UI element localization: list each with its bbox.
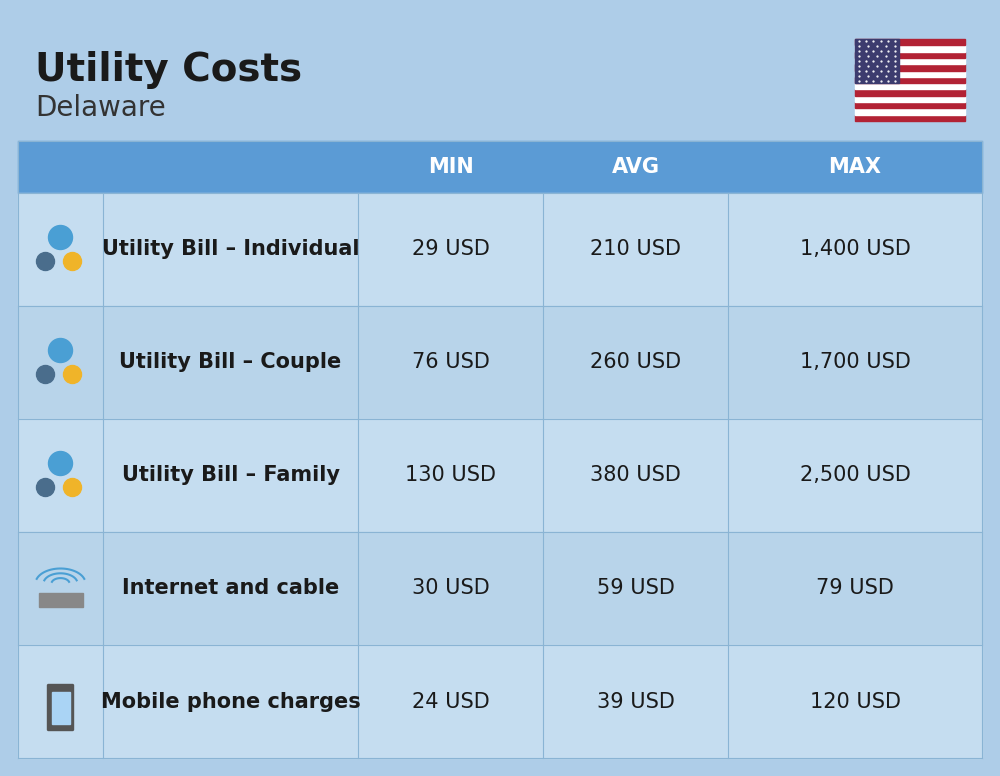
Circle shape	[36, 365, 54, 383]
Bar	[18, 141, 358, 193]
Circle shape	[48, 338, 72, 362]
Bar	[855, 102, 965, 109]
Text: 59 USD: 59 USD	[597, 578, 674, 598]
Text: 30 USD: 30 USD	[412, 578, 489, 598]
Text: 380 USD: 380 USD	[590, 466, 681, 486]
Bar	[855, 39, 899, 83]
Bar	[855, 95, 965, 102]
Bar	[855, 58, 965, 64]
Text: 76 USD: 76 USD	[412, 352, 489, 372]
Bar	[38, 593, 82, 607]
Text: MAX: MAX	[829, 157, 882, 177]
Circle shape	[36, 479, 54, 497]
Bar	[855, 71, 965, 77]
Text: Utility Bill – Individual: Utility Bill – Individual	[102, 240, 359, 259]
Bar	[855, 45, 965, 52]
Text: MIN: MIN	[428, 157, 473, 177]
Circle shape	[64, 252, 82, 271]
Text: Internet and cable: Internet and cable	[122, 578, 339, 598]
Bar	[543, 141, 728, 193]
Bar	[855, 83, 965, 89]
Text: 120 USD: 120 USD	[810, 691, 901, 712]
Bar	[855, 77, 965, 83]
Bar	[18, 645, 982, 758]
Bar	[855, 109, 965, 115]
Bar	[358, 141, 543, 193]
Bar	[52, 691, 70, 723]
Text: 79 USD: 79 USD	[816, 578, 894, 598]
Circle shape	[36, 252, 54, 271]
Bar	[18, 532, 982, 645]
Text: Utility Bill – Family: Utility Bill – Family	[122, 466, 340, 486]
Text: 2,500 USD: 2,500 USD	[800, 466, 910, 486]
Circle shape	[48, 226, 72, 250]
Text: Utility Bill – Couple: Utility Bill – Couple	[119, 352, 342, 372]
Text: Delaware: Delaware	[35, 94, 166, 122]
Bar	[18, 419, 982, 532]
Bar	[855, 64, 965, 71]
Bar	[855, 89, 965, 95]
Circle shape	[48, 452, 72, 476]
Text: Utility Costs: Utility Costs	[35, 51, 302, 89]
Bar	[855, 115, 965, 121]
FancyBboxPatch shape	[48, 684, 74, 730]
Bar	[18, 193, 982, 306]
Text: Mobile phone charges: Mobile phone charges	[101, 691, 360, 712]
Circle shape	[64, 479, 82, 497]
Bar	[728, 141, 982, 193]
Text: 210 USD: 210 USD	[590, 240, 681, 259]
Bar	[18, 306, 982, 419]
Bar	[855, 39, 965, 45]
Text: 130 USD: 130 USD	[405, 466, 496, 486]
Text: 1,400 USD: 1,400 USD	[800, 240, 910, 259]
Text: 24 USD: 24 USD	[412, 691, 489, 712]
Text: 1,700 USD: 1,700 USD	[800, 352, 910, 372]
Circle shape	[64, 365, 82, 383]
Text: AVG: AVG	[612, 157, 660, 177]
Text: 39 USD: 39 USD	[597, 691, 674, 712]
Text: 260 USD: 260 USD	[590, 352, 681, 372]
Bar	[855, 52, 965, 58]
Text: 29 USD: 29 USD	[412, 240, 489, 259]
